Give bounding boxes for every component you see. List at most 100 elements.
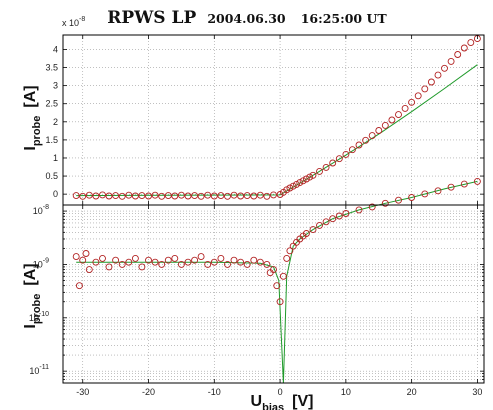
bottom-ylabel-main: I [22,324,39,328]
bottom-data-point [112,256,120,264]
top-data-point [92,192,100,200]
top-data-point [263,192,271,200]
top-data-point [454,51,462,58]
bottom-data-point [197,253,205,261]
bottom-data-point [342,210,350,217]
bottom-data-point [447,183,455,191]
bottom-data-point [434,187,442,195]
bottom-data-point [72,253,80,261]
top-data-point [85,191,93,199]
top-axes-frame [62,34,485,206]
top-data-point [355,141,363,149]
top-data-point [99,191,106,199]
bottom-data-point [309,226,317,234]
top-ytick-label: 1.5 [45,135,58,145]
top-data-point [460,44,468,52]
bottom-data-point [177,260,185,268]
chart-title: RPWS LP 2004.06.30 16:25:00 UT [107,8,387,28]
top-ylabel-unit: [A] [22,85,39,107]
top-data-point [368,132,376,140]
top-data-point [105,192,113,200]
top-data-point [79,192,87,200]
top-data-point [296,179,304,187]
bottom-data-point [217,254,225,262]
top-data-point [414,92,422,100]
xlabel-unit: [V] [292,393,313,410]
bottom-data-point [164,256,172,264]
bottom-data-point [473,177,481,185]
bottom-data-point [421,190,429,198]
bottom-data-point [250,256,258,264]
top-data-point [375,127,383,134]
bottom-data-point [131,254,139,262]
bottom-data-point [191,256,199,264]
top-data-point [289,182,297,190]
bottom-data-point [99,254,106,262]
top-grid [63,35,484,205]
bottom-data-point [204,260,212,268]
bottom-xtick-label: -10 [208,387,221,397]
top-data-point [270,191,277,199]
top-data-point [230,191,238,199]
top-data-point [112,192,120,200]
top-data-point [408,98,416,106]
top-data-point [237,192,245,200]
top-ytick-label: 4 [53,44,58,54]
top-data-point [388,116,396,124]
bottom-ylabel: Iprobe [A] [22,263,43,328]
bottom-axes-frame [62,204,485,384]
bottom-data-point [335,212,343,220]
top-data-point [467,39,475,47]
top-ylabel-sub: probe [31,116,43,147]
bottom-data-point [408,194,416,201]
bottom-data-point [355,206,363,214]
top-data-point [299,177,307,185]
top-data-point [329,159,337,167]
xlabel-main: U [251,393,263,410]
bottom-data-point [82,250,90,257]
bottom-data-point [329,215,337,223]
bottom-ytick-label: 10-10 [29,311,49,323]
top-marks [72,35,481,200]
bottom-data-point [138,263,146,271]
bottom-data-point [381,199,389,207]
bottom-ytick-exp: -9 [43,257,49,264]
bottom-xtick-label: -20 [142,387,155,397]
top-data-point [191,192,199,200]
top-data-point [164,192,172,200]
bottom-data-point [256,258,264,266]
top-data-point [145,192,152,200]
top-data-point [158,192,166,200]
top-data-point [286,184,294,192]
top-data-point [138,192,146,200]
top-panel: x 10-8 0 0.5 1 1.5 2 2.5 3 3.5 4 Iprobe [A] [22,16,485,206]
bottom-data-point [273,282,281,290]
top-data-point [395,111,402,119]
top-ytick-label: 2 [53,117,58,127]
top-data-point [217,192,225,200]
top-ticks: 0 0.5 1 1.5 2 2.5 3 3.5 4 [45,35,484,205]
top-data-point [401,104,409,112]
bottom-fit-line [76,180,478,384]
bottom-data-point [79,256,87,264]
top-data-point [204,191,212,199]
top-data-point [125,191,133,199]
bottom-data-point [283,254,291,262]
bottom-xtick-label: -30 [76,387,89,397]
bottom-data-point [302,230,310,237]
bottom-ytick-label: 10-9 [33,257,49,269]
bottom-xtick-label: 10 [341,387,351,397]
top-data-point [224,192,231,200]
bottom-data-point [210,258,218,266]
bottom-data-point [171,254,179,262]
bottom-marks [72,177,481,384]
bottom-data-point [237,258,245,266]
bottom-data-point [158,260,166,268]
bottom-ytick-label: 10-8 [33,204,49,216]
top-data-point [316,167,323,175]
top-data-point [434,71,442,79]
top-data-point [335,155,343,163]
bottom-ytick-label: 10-11 [29,364,49,376]
